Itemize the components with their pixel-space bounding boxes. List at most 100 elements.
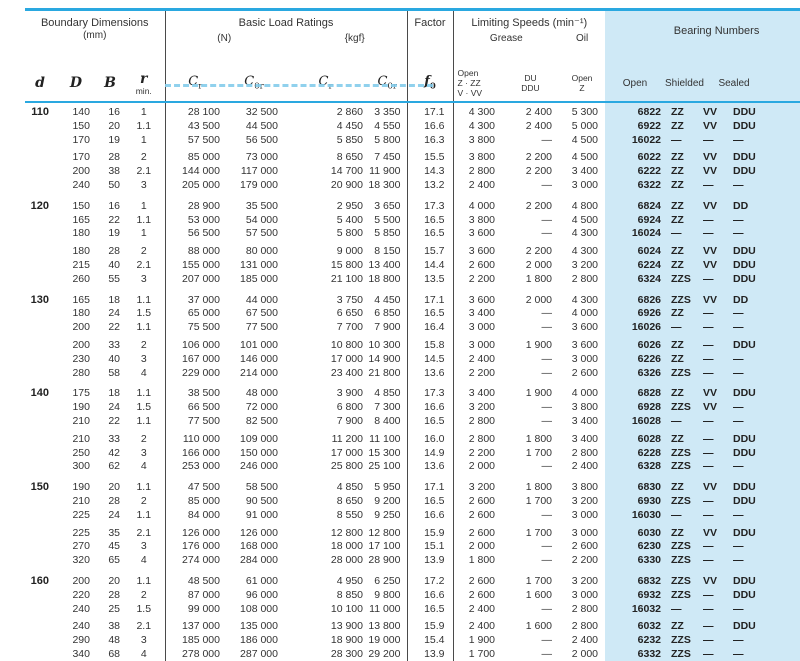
cell-sealed-vv: — (698, 634, 731, 648)
cell-grease-open: 2 200 (468, 446, 495, 459)
table-row: 180 24 1.5 65 000 67 500 6 650 6 850 16.5 3 400 —… (25, 307, 800, 322)
cell-sealed-vv: — (698, 213, 731, 228)
cell-shielded: ZZ (665, 102, 699, 120)
cell-D: 150 (72, 199, 90, 212)
cell-shielded: ZZ (665, 334, 699, 353)
cell-c0r-kgf: 3 350 (368, 102, 408, 120)
table-row: 225 35 2.1 126 000 126 000 12 800 12 800 15.9 2 … (25, 522, 800, 541)
cell-oil-open: 3 200 (571, 258, 599, 271)
cell-r: 4 (123, 554, 166, 568)
cell-cr-n: 137 000 (182, 620, 220, 633)
cell-shielded: ZZ (665, 213, 699, 228)
cell-D: 290 (72, 634, 90, 647)
cell-bore-diameter-d: 160 (30, 574, 49, 587)
cell-c0r-n: 48 000 (245, 387, 278, 400)
cell-bore-diameter-d (25, 554, 55, 568)
cell-shielded: ZZ (665, 241, 699, 259)
cell-c0r-n: 214 000 (240, 366, 278, 379)
cell-bearing-number: 16028 (605, 414, 666, 429)
cell-grease-open: 1 900 (468, 634, 495, 647)
cell-oil-open: 2 400 (571, 634, 599, 647)
table-body: 110 140 16 1 28 100 32 500 2 860 3 350 17.1 4 300… (25, 102, 800, 661)
cell-grease-open: 3 400 (468, 387, 495, 400)
cell-f0: 17.3 (407, 380, 454, 402)
col-header-D: D (55, 65, 97, 103)
table-row: 320 65 4 274 000 284 000 28 000 28 900 13.9 1 80… (25, 554, 800, 568)
cell-sealed-vv: VV (698, 286, 731, 308)
cell-grease-du-ddu: 1 800 (525, 432, 552, 445)
table-row: 130 165 18 1.1 37 000 44 000 3 750 4 450 17.1 3 6… (25, 286, 800, 308)
cell-bearing-number: 6226 (605, 352, 666, 367)
cell-sealed-vv: — (698, 554, 731, 568)
cell-bearing-number: 6328 (605, 460, 666, 475)
cell-D: 260 (72, 272, 90, 285)
cell-B: 18 (108, 387, 120, 400)
cell-cr-kgf: 8 550 (336, 508, 363, 521)
cell-r: 1.5 (123, 602, 166, 617)
cell-shielded: ZZ (665, 192, 699, 214)
cell-bore-diameter-d (25, 134, 55, 148)
table-row: 220 28 2 87 000 96 000 8 850 9 800 16.6 2 600 1 6… (25, 588, 800, 603)
cell-B: 16 (108, 199, 120, 212)
cell-bore-diameter-d (25, 523, 55, 541)
cell-r: 1.5 (123, 307, 166, 322)
cell-shielded: ZZ (665, 165, 699, 179)
cell-bore-diameter-d (25, 429, 55, 447)
cell-bore-diameter-d (25, 241, 55, 259)
cell-oil-open: 3 400 (571, 432, 599, 445)
cell-c0r-kgf: 5 500 (368, 213, 408, 228)
cell-f0: 17.1 (407, 474, 454, 495)
cell-r: 1.1 (123, 286, 166, 308)
unit-kgf: {kgf} (344, 33, 365, 44)
cell-cr-kgf: 18 000 (330, 540, 363, 553)
boundary-dimensions-title: Boundary Dimensions (40, 17, 149, 29)
cell-shielded: — (665, 508, 699, 523)
cell-sealed-vv: — (698, 494, 731, 509)
cell-cr-n: 57 500 (187, 133, 220, 146)
cell-c0r-kgf: 28 900 (368, 554, 408, 568)
cell-grease-du-ddu: — (541, 178, 553, 191)
cell-cr-kgf: 28 300 (330, 647, 363, 660)
cell-grease-du-ddu: 1 600 (525, 620, 552, 633)
cell-cr-n: 110 000 (182, 432, 220, 445)
cell-bearing-number: 6032 (605, 616, 666, 635)
cell-sealed-ddu: DDU (730, 380, 800, 402)
table-row: 170 28 2 85 000 73 000 8 650 7 450 15.5 3 800 2 2… (25, 147, 800, 166)
cell-cr-kgf: 3 750 (336, 293, 363, 306)
cell-B: 20 (108, 574, 120, 587)
cell-D: 270 (72, 540, 90, 553)
cell-B: 20 (108, 481, 120, 494)
cell-c0r-kgf: 3 650 (368, 192, 408, 214)
cell-sealed-ddu: — (730, 321, 800, 335)
cell-oil-open: 5 000 (571, 119, 599, 132)
cell-cr-kgf: 20 900 (330, 178, 363, 191)
cell-grease-open: 1 700 (468, 647, 495, 660)
cell-bore-diameter-d (25, 335, 55, 353)
cell-c0r-kgf: 5 800 (368, 133, 408, 148)
cell-bore-diameter-d (25, 321, 55, 335)
cell-sealed-vv: VV (698, 165, 731, 179)
table-row: 260 55 3 207 000 185 000 21 100 18 800 13.5 2 20… (25, 272, 800, 287)
cell-oil-open: 2 800 (571, 446, 599, 459)
cell-B: 28 (108, 494, 120, 507)
cell-bore-diameter-d (25, 227, 55, 241)
cell-oil-open: 2 600 (571, 366, 599, 379)
cell-sealed-vv: VV (698, 147, 731, 166)
cell-cr-n: 167 000 (182, 352, 220, 365)
cell-c0r-kgf: 8 150 (368, 241, 408, 259)
cell-bore-diameter-d (25, 648, 55, 661)
table-row: 230 40 3 167 000 146 000 17 000 14 900 14.5 2 40… (25, 352, 800, 367)
cell-bearing-number: 6022 (605, 147, 666, 166)
oil-label: Oil (575, 33, 589, 44)
cell-f0: 15.9 (407, 616, 454, 635)
cell-B: 65 (108, 554, 120, 567)
cell-c0r-n: 56 500 (245, 133, 278, 146)
cell-c0r-kgf: 7 450 (368, 147, 408, 166)
cell-sealed-vv: — (698, 508, 731, 523)
cell-B: 62 (108, 460, 120, 473)
cell-grease-open: 3 000 (468, 338, 495, 351)
cell-f0: 14.5 (407, 352, 454, 367)
cell-f0: 16.5 (407, 414, 454, 429)
cell-c0r-kgf: 4 550 (368, 119, 408, 134)
cell-cr-kgf: 8 850 (336, 588, 363, 601)
